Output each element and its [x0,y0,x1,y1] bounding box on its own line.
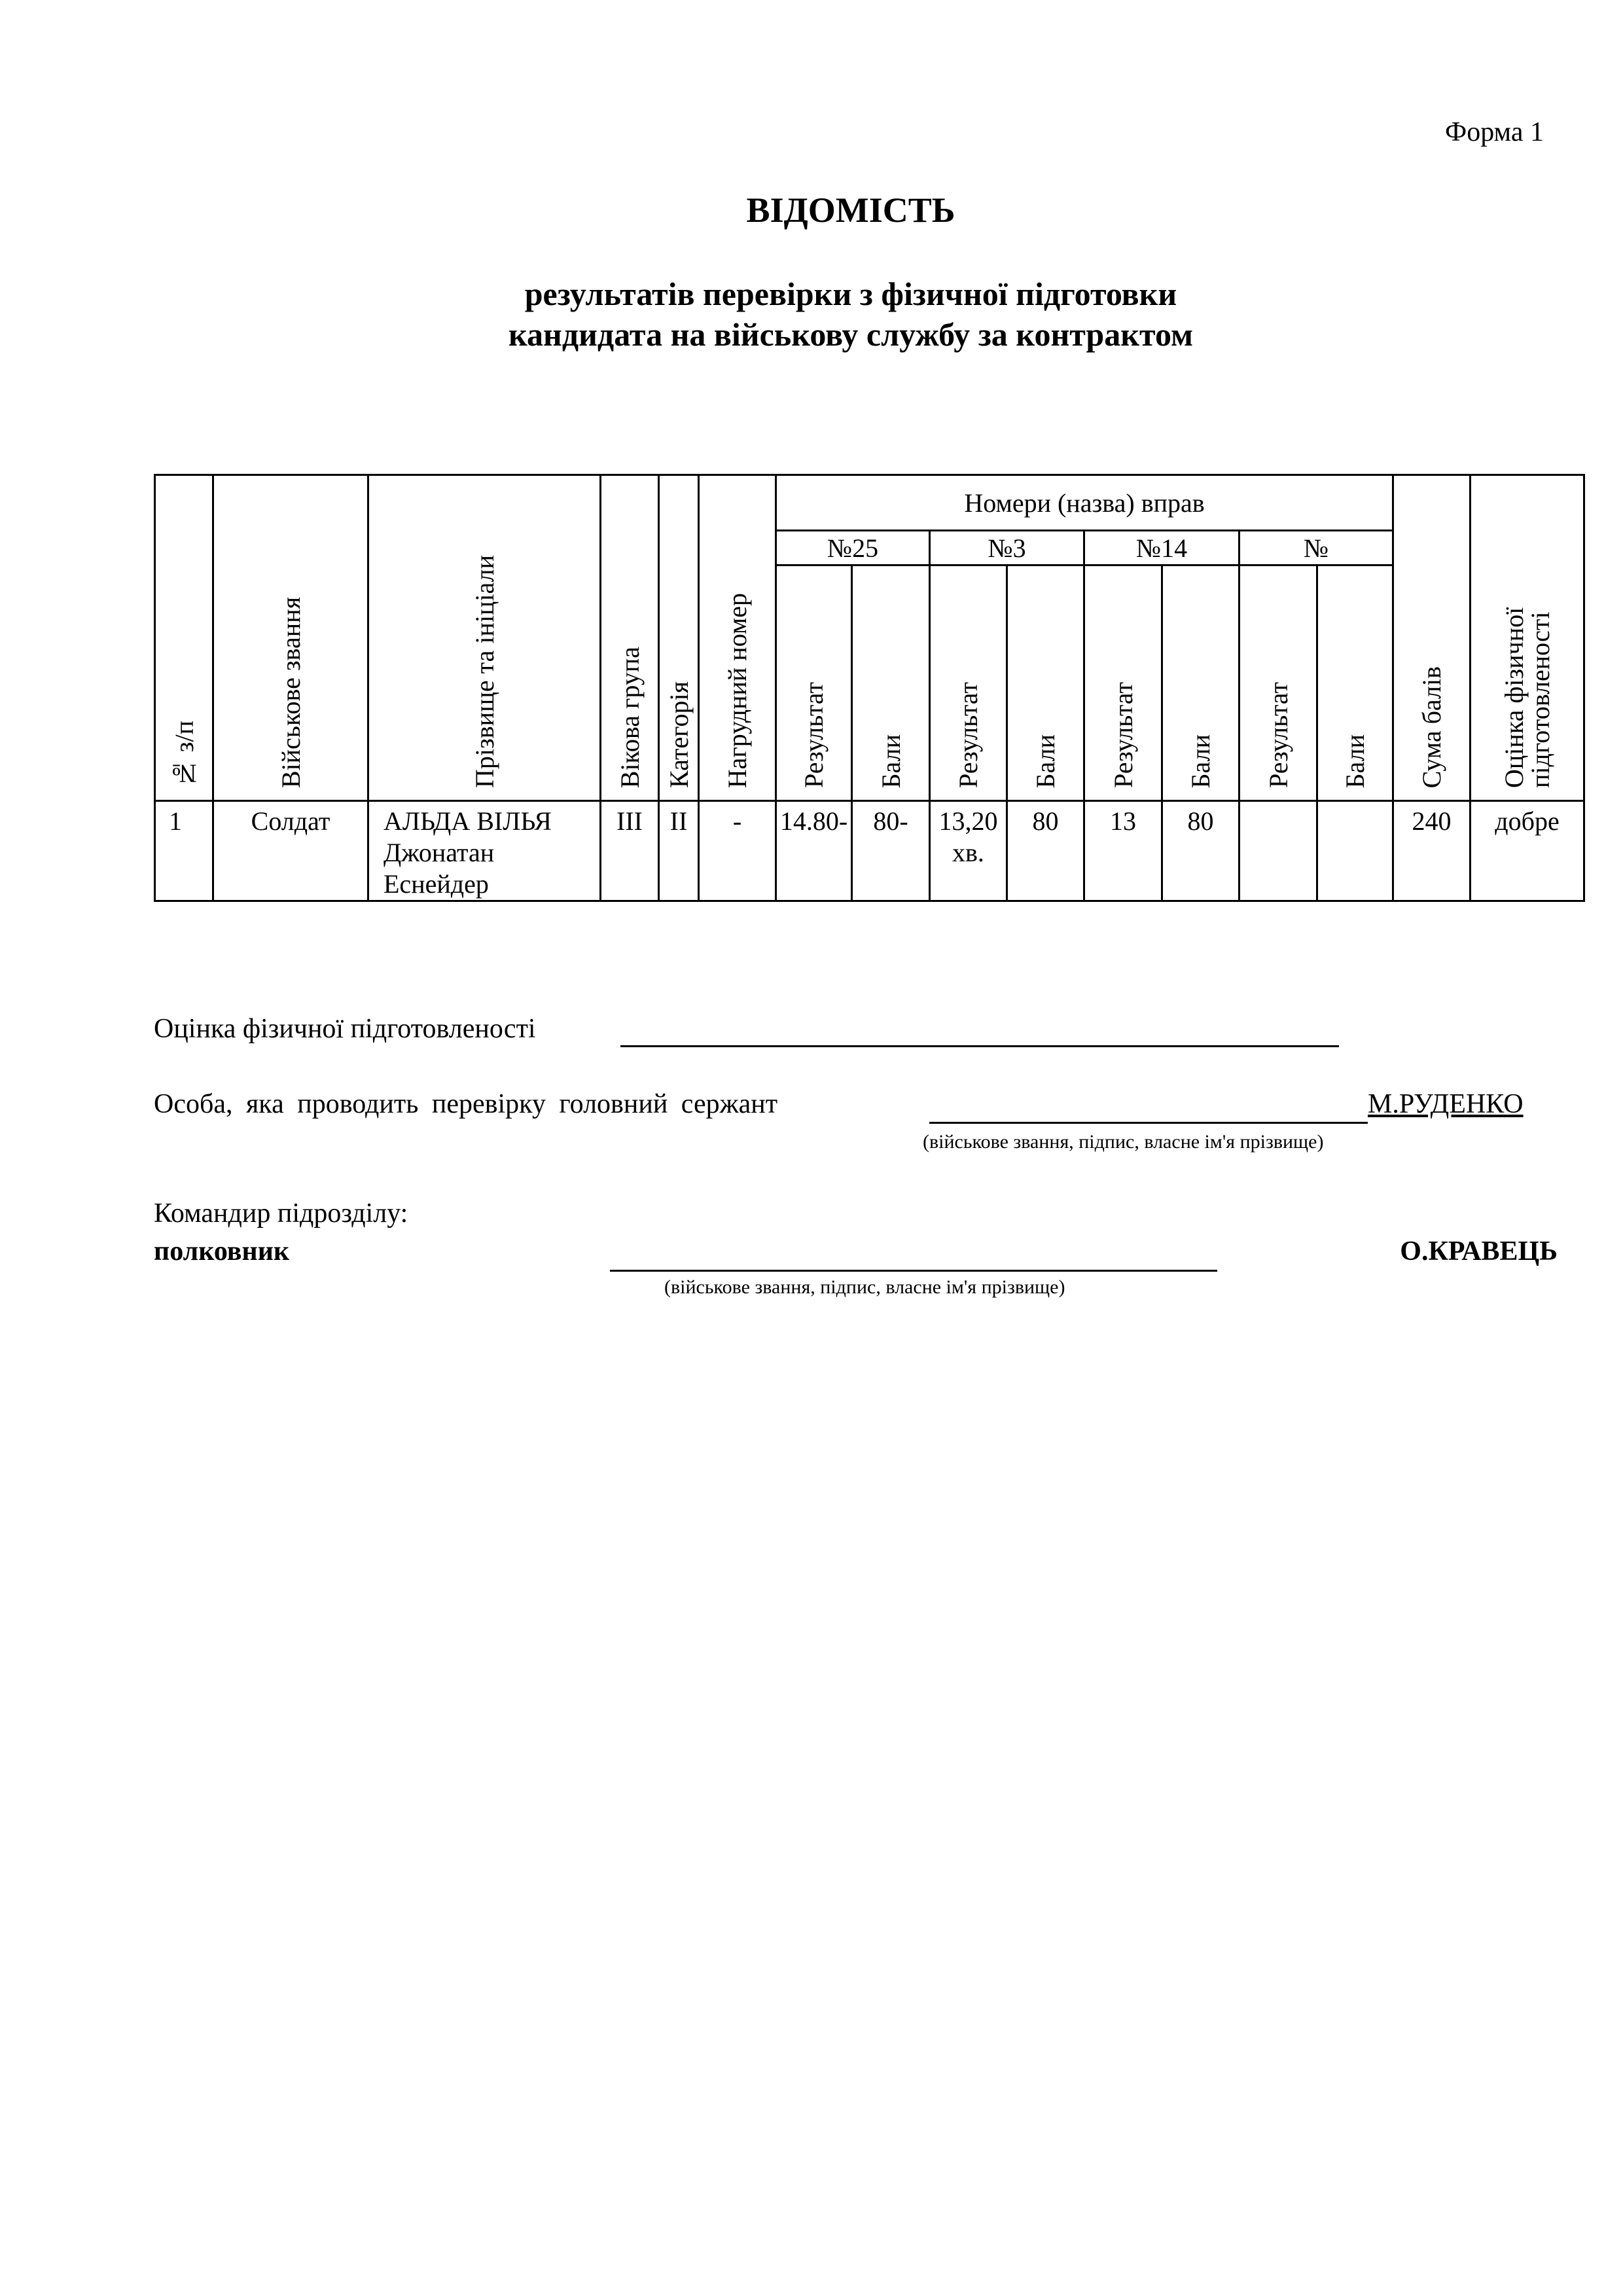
assessment-label: Оцінка фізичної підготовленості [154,1014,536,1044]
exercise-number: №25 [775,529,931,566]
header-points: Бали [851,564,931,802]
inspector-signature-line[interactable] [929,1093,1368,1124]
form-label: Форма 1 [1445,117,1544,147]
cell-name: АЛЬДА ВІЛЬЯ Джонатан Еснейдер [367,800,601,902]
header-age-group: Вікова група [599,474,660,802]
header-bib: Нагрудний номер [698,474,777,802]
commander-rank: полковник [154,1236,290,1266]
commander-signature-line[interactable] [610,1241,1217,1272]
header-result: Результат [1083,564,1163,802]
header-exercises: Номери (назва) вправ [775,474,1394,531]
exercise-number: №3 [929,529,1085,566]
document-title: ВІДОМІСТЬ [746,190,955,230]
header-name: Прізвище та ініціали [367,474,601,802]
header-num: № з/п [154,474,214,802]
header-assessment: Оцінка фізичної підготовленості [1469,474,1585,802]
subtitle-line-1: результатів перевірки з фізичної підгото… [524,276,1177,312]
cell-ex2-result: 13,20 хв. [929,800,1008,902]
inspector-signature-hint: (військове звання, підпис, власне ім'я п… [923,1131,1324,1153]
subtitle-line-2: кандидата на військову службу за контрак… [508,316,1194,353]
header-rank: Військове звання [212,474,369,802]
inspector-name: М.РУДЕНКО [1368,1089,1524,1119]
header-points: Бали [1006,564,1085,802]
cell-category: II [658,800,700,902]
cell-ex3-result: 13 [1083,800,1163,902]
cell-total: 240 [1392,800,1471,902]
cell-ex3-points: 80 [1161,800,1240,902]
cell-ex4-result [1238,800,1318,902]
cell-ex1-points: 80- [851,800,931,902]
commander-label: Командир підрозділу: [154,1198,408,1229]
cell-num: 1 [154,800,214,902]
commander-signature-hint: (військове звання, підпис, власне ім'я п… [664,1276,1065,1298]
table-row: 1 Солдат АЛЬДА ВІЛЬЯ Джонатан Еснейдер I… [154,800,1585,902]
cell-assessment: добре [1469,800,1585,902]
cell-ex4-points [1316,800,1394,902]
exercise-number: № [1238,529,1394,566]
header-result: Результат [929,564,1008,802]
inspector-label: Особа, яка проводить перевірку головний … [154,1089,778,1119]
header-points: Бали [1316,564,1394,802]
header-result: Результат [775,564,853,802]
cell-ex2-points: 80 [1006,800,1085,902]
exercise-number: №14 [1083,529,1240,566]
header-result: Результат [1238,564,1318,802]
header-category: Категорія [658,474,700,802]
assessment-blank-line[interactable] [620,1016,1339,1047]
header-points: Бали [1161,564,1240,802]
cell-bib: - [698,800,777,902]
cell-rank: Солдат [212,800,369,902]
commander-name: О.КРАВЕЦЬ [1400,1236,1558,1266]
header-total: Сума балів [1392,474,1471,802]
cell-age-group: III [599,800,660,902]
document-subtitle: результатів перевірки з фізичної підгото… [0,274,1623,355]
cell-ex1-result: 14.80- [775,800,853,902]
results-table: № з/п Військове звання Прізвище та ініці… [154,474,1585,902]
